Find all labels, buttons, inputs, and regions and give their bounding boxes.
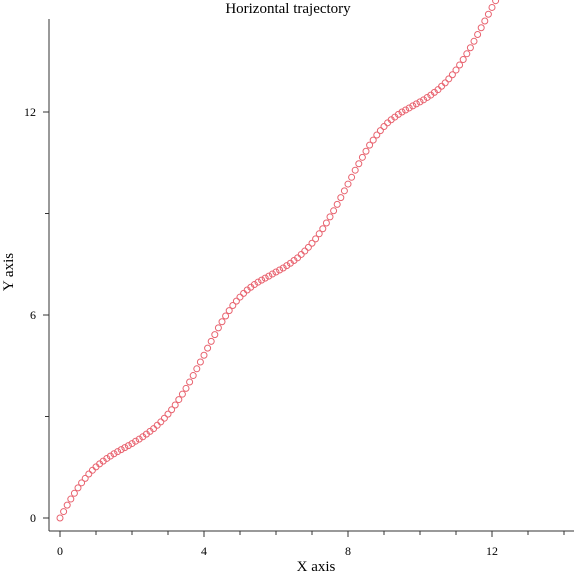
data-point	[190, 373, 196, 379]
data-point	[158, 419, 164, 425]
data-point	[377, 128, 383, 134]
data-point	[71, 490, 77, 496]
data-point	[352, 167, 358, 173]
data-point	[338, 195, 344, 201]
data-point	[201, 352, 207, 358]
data-point	[359, 154, 365, 160]
data-point	[475, 32, 481, 38]
x-axis: 0 4 8 12	[49, 531, 574, 558]
data-point	[89, 467, 95, 473]
data-point	[446, 76, 452, 82]
data-point	[215, 325, 221, 331]
series-points	[57, 0, 571, 521]
data-point	[183, 385, 189, 391]
data-point	[86, 471, 92, 477]
y-tick-label: 6	[30, 308, 36, 322]
data-point	[61, 509, 67, 515]
data-point	[327, 214, 333, 220]
data-point	[194, 366, 200, 372]
data-point	[208, 338, 214, 344]
data-point	[64, 502, 70, 508]
data-point	[323, 220, 329, 226]
data-point	[349, 174, 355, 180]
data-point	[161, 415, 167, 421]
data-point	[176, 397, 182, 403]
data-point	[363, 148, 369, 154]
data-point	[493, 0, 499, 4]
data-point	[464, 51, 470, 57]
data-point	[489, 4, 495, 10]
data-point	[482, 18, 488, 24]
data-point	[341, 188, 347, 194]
chart-title: Horizontal trajectory	[225, 1, 351, 17]
data-point	[305, 244, 311, 250]
data-point	[233, 298, 239, 304]
data-point	[205, 345, 211, 351]
data-point	[381, 124, 387, 130]
data-point	[57, 515, 63, 521]
data-point	[187, 379, 193, 385]
data-point	[467, 45, 473, 51]
data-point	[298, 251, 304, 257]
data-point	[212, 332, 218, 338]
data-point	[241, 290, 247, 296]
data-point	[179, 391, 185, 397]
data-point	[237, 294, 243, 300]
y-axis: 0 6 12	[24, 19, 49, 531]
data-point	[154, 422, 160, 428]
data-point	[172, 402, 178, 408]
x-axis-label: X axis	[297, 559, 336, 575]
data-point	[219, 319, 225, 325]
data-point	[334, 201, 340, 207]
y-tick-label: 0	[30, 511, 36, 525]
data-point	[223, 313, 229, 319]
data-point	[302, 248, 308, 254]
data-point	[345, 181, 351, 187]
x-tick-label: 4	[201, 544, 207, 558]
y-tick-label: 12	[24, 105, 36, 119]
data-point	[331, 208, 337, 214]
data-point	[478, 25, 484, 31]
data-point	[471, 38, 477, 44]
x-tick-label: 0	[57, 544, 63, 558]
x-tick-label: 12	[486, 544, 498, 558]
data-point	[442, 80, 448, 86]
data-point	[320, 226, 326, 232]
x-tick-label: 8	[345, 544, 351, 558]
data-point	[460, 57, 466, 63]
data-point	[439, 83, 445, 89]
data-point	[457, 62, 463, 68]
y-axis-label: Y axis	[1, 253, 17, 291]
data-point	[485, 11, 491, 17]
data-point	[197, 359, 203, 365]
data-point	[68, 496, 74, 502]
data-point	[356, 161, 362, 167]
